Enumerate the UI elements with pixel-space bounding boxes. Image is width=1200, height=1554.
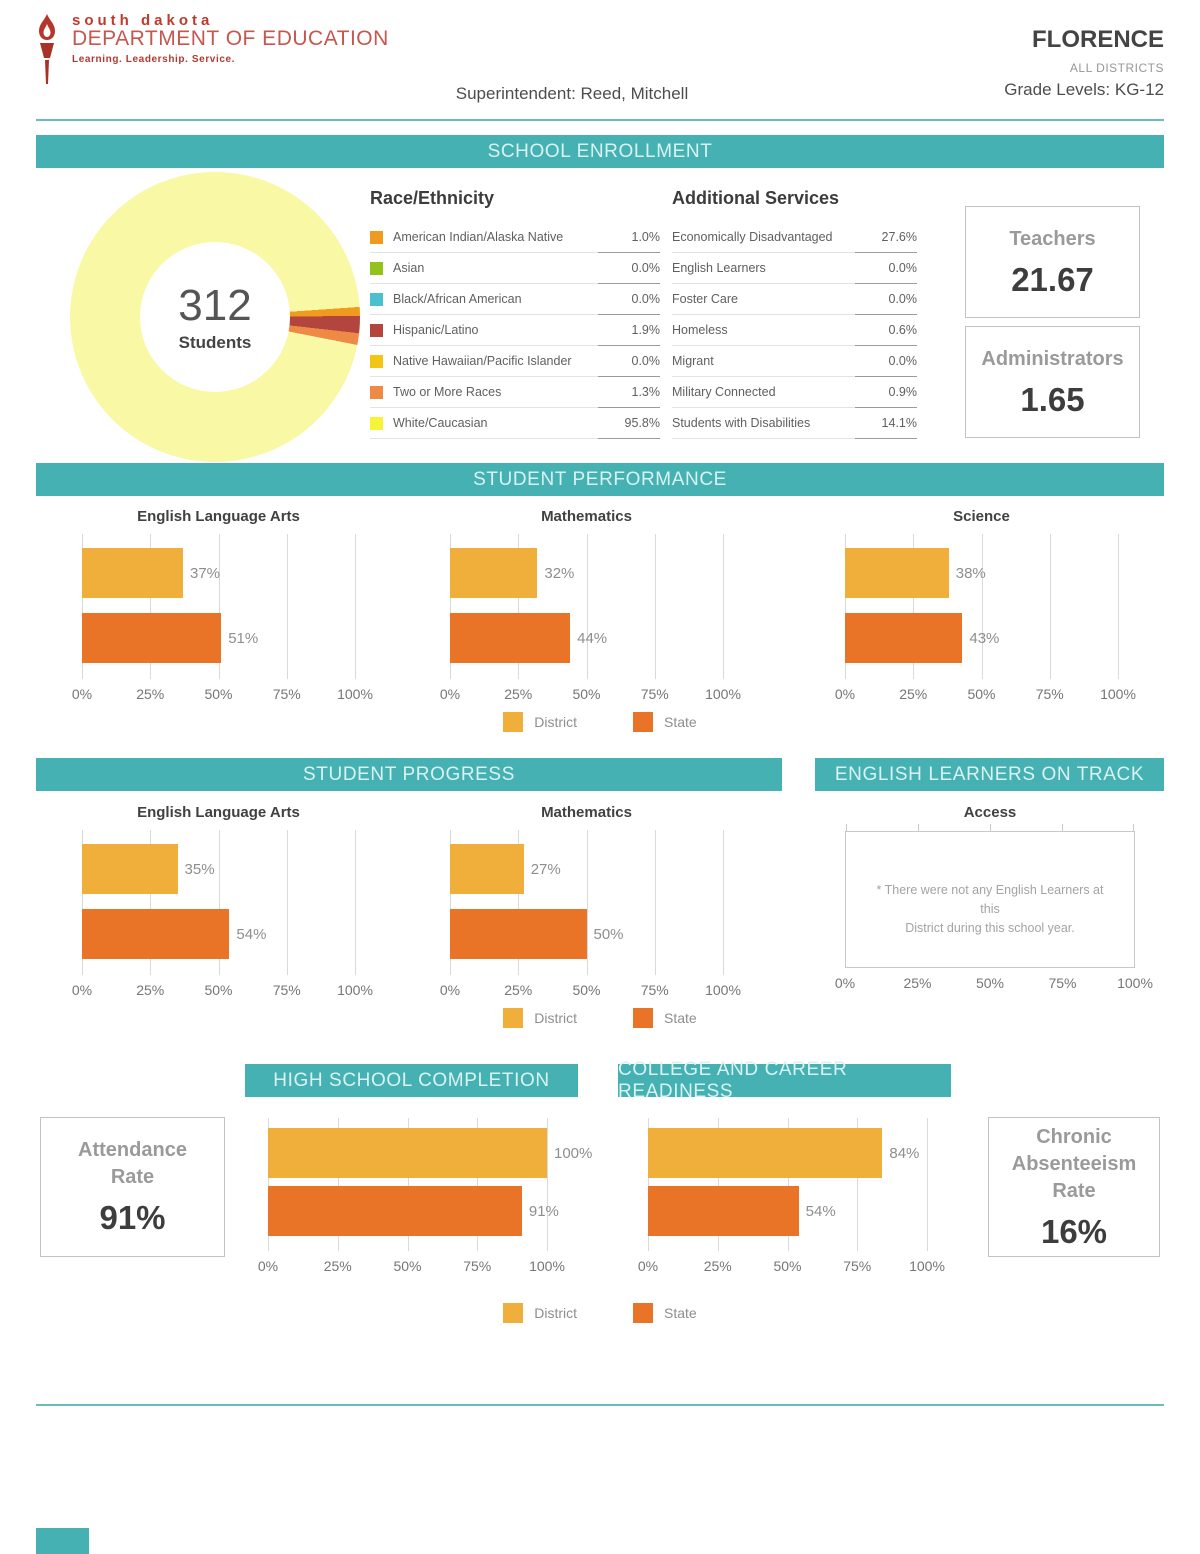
district-bar [450,548,538,598]
district-bar [82,844,178,894]
table-row: Economically Disadvantaged 27.6% [672,222,917,253]
state-bar [82,909,230,959]
race-ethnicity-title: Race/Ethnicity [370,188,495,208]
race-swatch [370,323,383,337]
teachers-value: 21.67 [1011,260,1094,298]
district-bar [450,844,524,894]
superintendent-text: Superintendent: Reed, Mitchell [455,84,689,103]
section-header-english-learners: ENGLISH LEARNERS ON TRACK [815,758,1164,791]
section-header-student-progress: STUDENT PROGRESS [36,758,782,791]
progress-ela-chart: English Language Arts 35% 54% 0% 25% 50% 75… [71,804,373,998]
table-row: Black/African American 0.0% [370,284,660,315]
state-bar [648,1186,799,1236]
performance-ela-chart: English Language Arts 37% 51% 0% 25% 50% 75… [71,508,373,702]
x-axis: 0% 25% 50% 75% 100% [71,982,373,998]
state-bar [82,613,222,663]
empty-plot-area: * There were not any English Learners at… [845,824,1135,968]
state-bar [268,1186,522,1236]
chronic-absenteeism-box: Chronic Absenteeism Rate 16% [988,1117,1160,1257]
section-header-school-enrollment: SCHOOL ENROLLMENT [36,135,1164,168]
district-bar [845,548,949,598]
bottom-legend: District State [0,1303,1200,1323]
administrators-value: 1.65 [1020,380,1085,418]
table-row: Hispanic/Latino 1.9% [370,315,660,346]
district-legend-swatch [503,712,524,732]
table-row: Two or More Races 1.3% [370,377,660,408]
additional-services-title: Additional Services [672,188,840,208]
table-row: Foster Care 0.0% [672,284,917,315]
english-learners-access-chart: Access * There were not any English Lear… [834,804,1153,991]
race-swatch [370,385,383,399]
state-legend-swatch [633,712,654,732]
state-legend-swatch [633,1303,654,1323]
ccr-chart: 84% 54% 0% 25% 50% 75% 100% [637,1118,945,1276]
section-header-hs-completion: HIGH SCHOOL COMPLETION [245,1064,578,1097]
footer-divider [36,1404,1164,1406]
enrollment-total: 312 [178,281,252,330]
race-swatch [370,230,383,244]
table-row: White/Caucasian 95.8% [370,408,660,439]
district-subtitle: ALL DISTRICTS [1069,61,1164,75]
district-legend-swatch [503,1303,524,1323]
race-swatch [370,261,383,275]
chronic-absenteeism-value: 16% [1040,1212,1108,1250]
table-row: Asian 0.0% [370,253,660,284]
teachers-box: Teachers 21.67 [965,206,1140,318]
table-row: Homeless 0.6% [672,315,917,346]
logo-tagline: Learning. Leadership. Service. [72,54,236,65]
state-bar [450,613,571,663]
x-axis: 0% 25% 50% 75% 100% [257,1258,565,1274]
race-swatch [370,354,383,368]
attendance-rate-value: 91% [99,1199,166,1236]
progress-legend: District State [0,1008,1200,1028]
table-row: Native Hawaiian/Pacific Islander 0.0% [370,346,660,377]
no-data-note: * There were not any English Learners at… [876,882,1104,936]
header-divider [36,119,1164,121]
district-bar [648,1128,883,1178]
x-axis: 0% 25% 50% 75% 100% [834,975,1153,991]
additional-services-table: Additional Services Economically Disadva… [672,188,917,439]
grade-levels: Grade Levels: KG-12 [1004,80,1164,99]
hs-completion-chart: 100% 91% 0% 25% 50% 75% 100% [257,1118,592,1276]
performance-legend: District State [0,712,1200,732]
enrollment-donut-center: 312 Students [140,242,290,392]
state-legend-swatch [633,1008,654,1028]
race-ethnicity-table: Race/Ethnicity American Indian/Alaska Na… [370,188,660,439]
table-row: Military Connected 0.9% [672,377,917,408]
table-row: Migrant 0.0% [672,346,917,377]
section-header-ccr: COLLEGE AND CAREER READINESS [618,1059,951,1102]
enrollment-total-label: Students [178,333,252,352]
district-bar [82,548,183,598]
progress-math-chart: Mathematics 27% 50% 0% 25% 50% 75% 100% [439,804,741,998]
x-axis: 0% 25% 50% 75% 100% [71,686,373,702]
administrators-box: Administrators 1.65 [965,326,1140,438]
table-row: English Learners 0.0% [672,253,917,284]
x-axis: 0% 25% 50% 75% 100% [439,982,741,998]
table-row: American Indian/Alaska Native 1.0% [370,222,660,253]
district-name: FLORENCE [1032,26,1164,53]
attendance-rate-box: Attendance Rate 91% [40,1117,225,1257]
sd-doe-logo: south dakota DEPARTMENT OF EDUCATION Lea… [30,12,389,86]
administrators-label: Administrators [981,347,1124,370]
performance-science-chart: Science 38% 43% 0% 25% 50% 75% 100% [834,508,1136,702]
logo-line2: DEPARTMENT OF EDUCATION [72,27,389,50]
next-section-cutoff [36,1528,89,1554]
district-bar [268,1128,547,1178]
x-axis: 0% 25% 50% 75% 100% [834,686,1136,702]
race-swatch [370,416,383,430]
x-axis: 0% 25% 50% 75% 100% [637,1258,945,1274]
state-bar [845,613,963,663]
logo-line1: south dakota [72,12,214,29]
state-bar [450,909,587,959]
x-axis: 0% 25% 50% 75% 100% [439,686,741,702]
table-row: Students with Disabilities 14.1% [672,408,917,439]
race-swatch [370,292,383,306]
torch-icon [39,14,55,84]
performance-math-chart: Mathematics 32% 44% 0% 25% 50% 75% 100% [439,508,741,702]
teachers-label: Teachers [1009,227,1096,250]
section-header-student-performance: STUDENT PERFORMANCE [36,463,1164,496]
district-legend-swatch [503,1008,524,1028]
